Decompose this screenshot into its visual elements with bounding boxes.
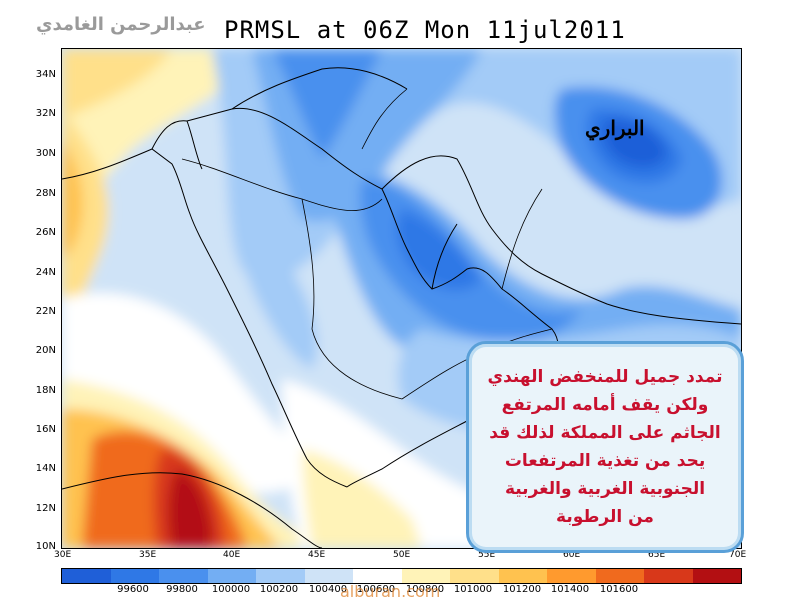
region-label: البراري xyxy=(585,116,645,140)
colorbar-swatch xyxy=(159,569,208,583)
lon-label: 50E xyxy=(393,550,411,560)
lon-label: 60E xyxy=(563,550,581,560)
lon-label: 65E xyxy=(648,550,666,560)
lon-label: 55E xyxy=(478,550,496,560)
lat-label: 12N xyxy=(35,503,56,514)
colorbar-swatch xyxy=(692,569,741,583)
lat-label: 32N xyxy=(35,108,56,119)
pressure-map xyxy=(61,48,742,549)
colorbar-label: 100200 xyxy=(259,584,299,595)
colorbar-label: 100000 xyxy=(211,584,251,595)
author-credit: عبدالرحمن الغامدي xyxy=(36,14,206,35)
lon-label: 45E xyxy=(308,550,326,560)
colorbar-label: 100400 xyxy=(308,584,348,595)
coastlines xyxy=(62,67,741,548)
callout-line: ولكن يقف أمامه المرتفع xyxy=(501,395,709,415)
lon-label: 30E xyxy=(54,550,72,560)
lat-label: 34N xyxy=(35,69,56,80)
colorbar-label: 101400 xyxy=(550,584,590,595)
callout-line: يحد من تغذية المرتفعات xyxy=(504,451,706,471)
colorbar-swatch xyxy=(110,569,159,583)
lat-label: 28N xyxy=(35,188,56,199)
colorbar-swatch xyxy=(353,569,402,583)
watermark: alburan.com xyxy=(340,582,441,601)
callout-line: من الرطوبة xyxy=(556,507,654,527)
lon-label: 35E xyxy=(139,550,157,560)
lat-label: 22N xyxy=(35,306,56,317)
colorbar-swatch xyxy=(62,569,111,583)
colorbar-swatch xyxy=(256,569,305,583)
lat-label: 20N xyxy=(35,345,56,356)
colorbar-swatch xyxy=(401,569,450,583)
lon-label: 40E xyxy=(223,550,241,560)
callout-line: الجاثم على المملكة لذلك قد xyxy=(489,423,721,443)
lat-label: 30N xyxy=(35,148,56,159)
colorbar-swatch xyxy=(207,569,256,583)
colorbar-label: 101200 xyxy=(502,584,542,595)
colorbar-labels: 99600 99800 100000 100200 100400 100600 … xyxy=(61,584,740,598)
colorbar-label: 99600 xyxy=(117,584,149,595)
colorbar-swatch xyxy=(547,569,596,583)
colorbar-label: 100800 xyxy=(405,584,445,595)
lat-label: 14N xyxy=(35,463,56,474)
map-title: PRMSL at 06Z Mon 11jul2011 xyxy=(224,16,626,44)
lat-label: 16N xyxy=(35,424,56,435)
lat-label: 24N xyxy=(35,267,56,278)
callout-line: تمدد جميل للمنخفض الهندي xyxy=(487,367,723,387)
colorbar-swatch xyxy=(595,569,644,583)
colorbar-label: 100600 xyxy=(356,584,396,595)
colorbar-swatch xyxy=(644,569,693,583)
colorbar-label: 101600 xyxy=(599,584,639,595)
colorbar-label: 99800 xyxy=(166,584,198,595)
colorbar-swatch xyxy=(450,569,499,583)
colorbar xyxy=(61,568,742,584)
lon-label: 70E xyxy=(729,550,747,560)
colorbar-swatch xyxy=(498,569,547,583)
pressure-field xyxy=(62,49,741,548)
colorbar-label: 101000 xyxy=(453,584,493,595)
callout-line: الجنوبية الغربية والغربية xyxy=(504,479,706,499)
annotation-callout: تمدد جميل للمنخفض الهندي ولكن يقف أمامه … xyxy=(466,341,744,553)
lat-label: 18N xyxy=(35,385,56,396)
lat-label: 10N xyxy=(35,541,56,552)
colorbar-swatch xyxy=(304,569,353,583)
lat-label: 26N xyxy=(35,227,56,238)
